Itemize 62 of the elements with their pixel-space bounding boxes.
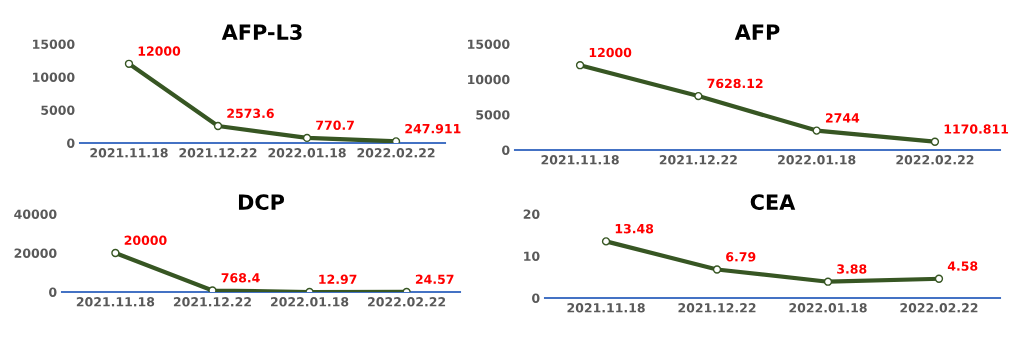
point (712, 265, 722, 274)
x-tick-label: 2022.01.18 (270, 297, 349, 307)
data-label: 12000 (589, 47, 632, 58)
data-label: 2573.6 (227, 108, 274, 119)
chart-title: AFP (734, 24, 780, 40)
x-tick-label: 2021.11.18 (541, 155, 619, 165)
chart-title: CEA (750, 194, 796, 210)
x-tick-label: 2022.01.18 (268, 148, 346, 158)
x-tick-label: 2022.01.18 (789, 303, 867, 313)
x-tick-label: 2021.12.22 (678, 303, 756, 313)
y-tick-label: 20000 (14, 248, 57, 258)
y-tick-label: 20 (523, 209, 540, 219)
data-label: 768.4 (221, 273, 260, 283)
x-tick-label: 2021.12.22 (179, 148, 257, 158)
x-tick-label: 2022.02.22 (368, 297, 446, 307)
x-tick-label: 2021.11.18 (90, 148, 168, 158)
data-label: 12.97 (319, 274, 357, 284)
point (930, 137, 940, 146)
data-label: 20000 (124, 235, 167, 246)
chart-title: DCP (238, 194, 285, 210)
y-tick-label: 5000 (476, 110, 510, 120)
x-tick-label: 2021.11.18 (76, 297, 155, 307)
data-label: 13.48 (615, 223, 654, 234)
y-tick-label: 0 (67, 138, 75, 148)
y-tick-label: 15000 (33, 39, 75, 49)
x-tick-label: 2021.12.22 (173, 297, 251, 307)
x-tick-label: 2021.12.22 (659, 155, 737, 165)
y-tick-label: 10 (524, 251, 540, 261)
data-label: 6.79 (726, 252, 756, 262)
point (823, 277, 833, 286)
data-label: 24.57 (415, 274, 454, 284)
x-tick-label: 2022.02.22 (896, 155, 974, 165)
y-tick-label: 0 (502, 145, 510, 155)
point (934, 274, 944, 283)
data-label: 3.88 (837, 264, 867, 274)
y-tick-label: 0 (49, 287, 57, 297)
data-label: 1170.811 (944, 124, 1009, 134)
data-label: 247.911 (405, 123, 461, 134)
x-tick-label: 2022.01.18 (778, 155, 856, 165)
data-label: 12000 (138, 46, 181, 56)
point (601, 237, 611, 246)
data-label: 7628.12 (707, 78, 763, 89)
data-label: 2744 (825, 113, 860, 123)
chart-title: AFP-L3 (221, 24, 302, 40)
y-tick-label: 10000 (33, 72, 75, 82)
point (812, 126, 821, 135)
x-tick-label: 2021.11.18 (567, 303, 645, 313)
point (575, 61, 585, 70)
data-label: 770.7 (316, 120, 354, 130)
point (302, 133, 312, 143)
y-tick-label: 10000 (468, 74, 510, 85)
point (694, 91, 703, 101)
y-tick-label: 15000 (468, 39, 510, 49)
y-tick-label: 0 (532, 293, 540, 303)
point (111, 248, 120, 258)
point (213, 121, 223, 131)
y-tick-label: 40000 (14, 209, 57, 219)
x-tick-label: 2022.02.22 (900, 303, 978, 313)
data-label: 4.58 (947, 261, 978, 271)
y-tick-label: 5000 (41, 105, 75, 115)
x-tick-label: 2022.02.22 (357, 148, 435, 158)
point (124, 59, 134, 68)
